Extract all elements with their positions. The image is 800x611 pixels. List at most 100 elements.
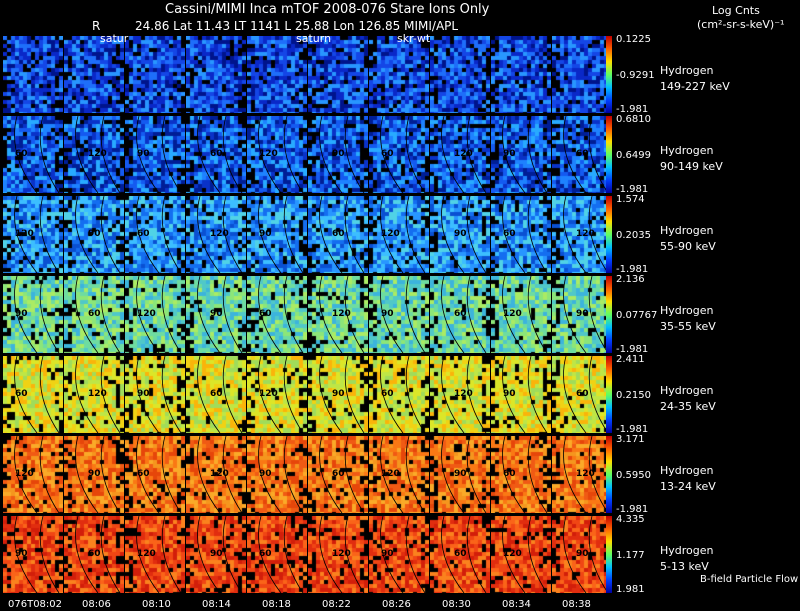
position-line: 24.86 Lat 11.43 LT 1141 L 25.88 Lon 126.… <box>135 19 459 33</box>
contour-lines <box>136 196 182 273</box>
image-cell: 60 <box>430 516 490 593</box>
contour-label: 120 <box>259 149 278 159</box>
scale-min: -1.981 <box>616 424 649 435</box>
image-cell: 120 <box>308 276 368 353</box>
contour-lines <box>441 116 487 193</box>
contour-lines <box>197 276 243 353</box>
contour-label: 60 <box>332 469 345 479</box>
contour-label: 120 <box>210 229 229 239</box>
image-cell: 120 <box>247 356 307 433</box>
image-cell: 90 <box>64 436 124 513</box>
contour-lines <box>502 356 548 433</box>
color-bar <box>606 356 612 433</box>
contour-lines <box>14 116 60 193</box>
contour-lines <box>563 356 609 433</box>
contour-label: 60 <box>381 149 394 159</box>
image-cell: 120 <box>64 116 124 193</box>
image-cell: 90 <box>247 436 307 513</box>
image-cell <box>125 36 185 113</box>
species-label: Hydrogen <box>660 64 714 77</box>
contour-lines <box>563 116 609 193</box>
image-cell: 90 <box>491 356 551 433</box>
image-cell <box>64 36 124 113</box>
image-cell: 120 <box>552 196 612 273</box>
scale-min: -1.981 <box>616 504 649 515</box>
image-cell: 60 <box>369 356 429 433</box>
contour-lines <box>14 276 60 353</box>
contour-label: 120 <box>210 469 229 479</box>
contour-label: 120 <box>88 389 107 399</box>
contour-lines <box>258 116 304 193</box>
image-cell: 90 <box>430 436 490 513</box>
contour-lines <box>319 276 365 353</box>
energy-label: 24-35 keV <box>660 400 716 413</box>
species-label: Hydrogen <box>660 144 714 157</box>
contour-lines <box>136 276 182 353</box>
contour-lines <box>380 516 426 593</box>
contour-label: 60 <box>88 549 101 559</box>
energy-label: 55-90 keV <box>660 240 716 253</box>
image-cell: 120 <box>186 436 246 513</box>
contour-lines <box>75 516 121 593</box>
energy-label: 13-24 keV <box>660 480 716 493</box>
contour-lines <box>380 436 426 513</box>
contour-lines <box>502 516 548 593</box>
contour-lines <box>502 276 548 353</box>
image-cell: 60 <box>247 516 307 593</box>
energy-row: 120 90 60 120 90 60 120 90 60 120 <box>3 196 612 273</box>
time-tick-label: 08:30 <box>442 599 471 610</box>
contour-label: 60 <box>15 389 28 399</box>
image-cell: 120 <box>369 436 429 513</box>
time-tick-label: 08:26 <box>382 599 411 610</box>
image-cell: 60 <box>64 276 124 353</box>
contour-lines <box>441 196 487 273</box>
contour-lines <box>380 356 426 433</box>
energy-label: 5-13 keV <box>660 560 709 573</box>
contour-label: 90 <box>259 229 272 239</box>
scale-mid: 1.177 <box>616 550 645 561</box>
contour-lines <box>136 516 182 593</box>
time-tick-label: 08:14 <box>202 599 231 610</box>
image-cell: 120 <box>491 516 551 593</box>
contour-label: 60 <box>88 309 101 319</box>
contour-label: 90 <box>381 309 394 319</box>
image-cell: 90 <box>186 516 246 593</box>
contour-label: 90 <box>454 469 467 479</box>
image-cell: 90 <box>308 116 368 193</box>
color-bar <box>606 36 612 113</box>
scale-mid: 0.07767 <box>616 310 658 321</box>
contour-lines <box>502 116 548 193</box>
time-tick-label: 076T08:02 <box>8 599 63 610</box>
color-bar <box>606 436 612 513</box>
image-cell <box>308 36 368 113</box>
saturn-label-3: skr-wt <box>397 32 431 45</box>
energy-label: 149-227 keV <box>660 80 730 93</box>
contour-lines <box>197 196 243 273</box>
contour-lines <box>258 516 304 593</box>
image-cell: 90 <box>125 116 185 193</box>
contour-lines <box>258 276 304 353</box>
color-bar <box>606 276 612 353</box>
contour-label: 90 <box>503 149 516 159</box>
contour-lines <box>197 356 243 433</box>
contour-label: 90 <box>503 389 516 399</box>
image-cell: 90 <box>3 276 63 353</box>
contour-lines <box>75 356 121 433</box>
image-cell: 120 <box>308 516 368 593</box>
contour-label: 120 <box>576 469 595 479</box>
image-cell: 60 <box>125 436 185 513</box>
scale-max: 0.6810 <box>616 114 651 125</box>
contour-lines <box>14 436 60 513</box>
contour-lines <box>197 516 243 593</box>
contour-label: 60 <box>503 229 516 239</box>
saturn-label-1: satur <box>100 32 129 45</box>
image-cell: 90 <box>3 516 63 593</box>
contour-label: 120 <box>137 309 156 319</box>
contour-label: 120 <box>15 229 34 239</box>
contour-label: 60 <box>137 469 150 479</box>
image-cell: 60 <box>552 116 612 193</box>
contour-lines <box>380 116 426 193</box>
contour-lines <box>380 276 426 353</box>
contour-label: 120 <box>454 389 473 399</box>
contour-lines <box>380 196 426 273</box>
